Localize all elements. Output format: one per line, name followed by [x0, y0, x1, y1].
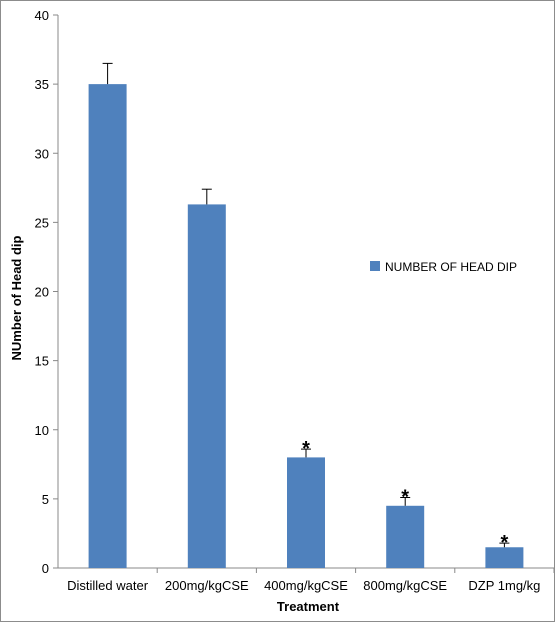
significance-star: *	[501, 532, 509, 554]
y-tick-label: 20	[35, 285, 49, 300]
error-bars	[102, 62, 510, 548]
x-tick-label: 800mg/kgCSE	[363, 578, 447, 593]
x-ticks: Distilled water 200mg/kgCSE 400mg/kgCSE 800…	[67, 568, 554, 593]
bar	[187, 204, 226, 568]
significance-marks: * * *	[302, 438, 508, 554]
bar	[485, 547, 524, 568]
y-tick-label: 5	[42, 492, 49, 507]
y-ticks: 0 5 10 15 20 25 30 35 40	[35, 8, 58, 576]
y-axis-title: NUmber of Head dip	[9, 235, 24, 360]
y-tick-label: 40	[35, 8, 49, 23]
significance-star: *	[401, 486, 409, 508]
y-tick-label: 0	[42, 561, 49, 576]
legend: NUMBER OF HEAD DIP	[370, 260, 517, 274]
bars	[88, 84, 524, 568]
bar	[386, 505, 425, 568]
y-tick-label: 10	[35, 423, 49, 438]
x-tick-label: 400mg/kgCSE	[264, 578, 348, 593]
bar	[287, 457, 325, 568]
y-tick-label: 35	[35, 77, 49, 92]
x-axis-title: Treatment	[277, 599, 340, 614]
x-tick-label: Distilled water	[67, 578, 149, 593]
legend-swatch	[370, 261, 380, 271]
legend-label: NUMBER OF HEAD DIP	[385, 260, 517, 274]
y-tick-label: 30	[35, 146, 49, 161]
y-tick-label: 25	[35, 215, 49, 230]
x-tick-label: DZP 1mg/kg	[468, 578, 540, 593]
bar	[88, 84, 127, 568]
y-tick-label: 15	[35, 354, 49, 369]
significance-star: *	[302, 438, 310, 460]
x-tick-label: 200mg/kgCSE	[165, 578, 249, 593]
